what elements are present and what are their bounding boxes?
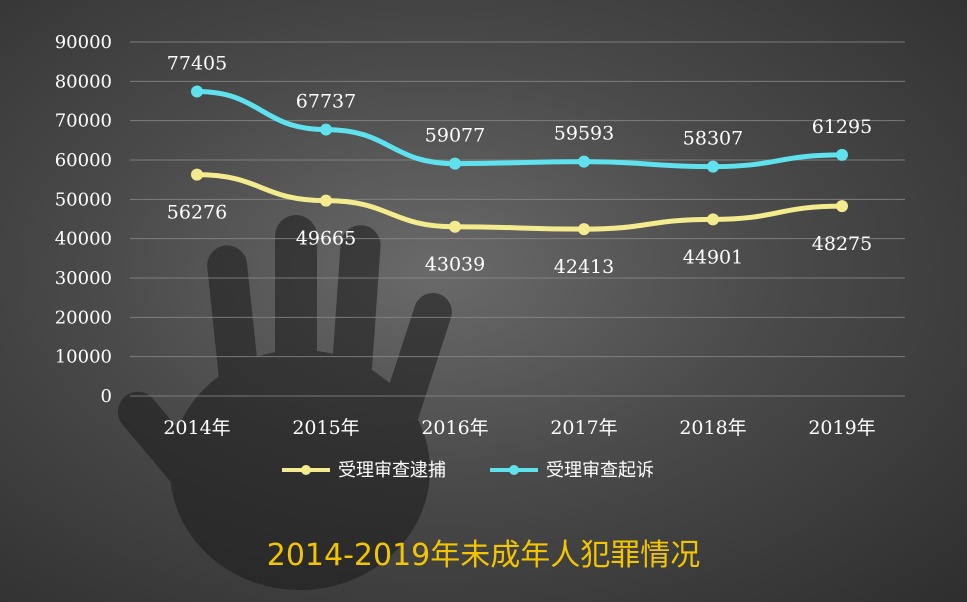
y-tick-label: 80000	[55, 71, 112, 92]
data-point	[707, 160, 719, 173]
data-label: 44901	[683, 246, 743, 268]
y-tick-label: 90000	[55, 32, 112, 53]
x-tick-label: 2016年	[421, 417, 488, 439]
data-label: 77405	[167, 53, 227, 75]
data-point	[836, 200, 848, 213]
y-tick-label: 20000	[55, 307, 112, 328]
data-point	[578, 223, 590, 236]
y-tick-label: 40000	[55, 229, 112, 250]
legend-label: 受理审查起诉	[546, 460, 654, 481]
data-label: 67737	[296, 91, 356, 113]
data-label: 56276	[167, 202, 227, 224]
data-point	[191, 85, 203, 98]
data-point	[449, 220, 461, 233]
x-tick-label: 2018年	[679, 417, 746, 439]
y-tick-label: 10000	[55, 347, 112, 368]
y-tick-label: 70000	[55, 111, 112, 132]
y-tick-label: 30000	[55, 268, 112, 289]
data-point	[578, 155, 590, 168]
data-point	[320, 194, 332, 207]
data-label: 48275	[812, 233, 872, 255]
data-label: 43039	[425, 254, 485, 276]
y-tick-label: 60000	[55, 150, 112, 171]
data-point	[320, 123, 332, 136]
data-label: 59077	[425, 125, 485, 147]
data-point	[707, 213, 719, 226]
data-point	[191, 168, 203, 181]
y-tick-label: 50000	[55, 189, 112, 210]
x-tick-label: 2015年	[292, 417, 359, 439]
y-tick-label: 0	[101, 386, 112, 407]
data-label: 61295	[812, 116, 872, 138]
data-label: 42413	[554, 256, 614, 278]
data-label: 49665	[296, 228, 356, 250]
data-label: 59593	[554, 123, 614, 145]
data-label: 58307	[683, 128, 743, 150]
series-line	[194, 89, 845, 170]
legend-swatch-marker	[509, 465, 519, 475]
data-point	[836, 148, 848, 161]
data-point	[449, 157, 461, 170]
legend-label: 受理审查逮捕	[338, 460, 446, 481]
legend-swatch-marker	[301, 465, 311, 475]
series-line	[194, 172, 845, 232]
x-tick-label: 2017年	[550, 417, 617, 439]
x-tick-label: 2014年	[163, 417, 230, 439]
x-tick-label: 2019年	[808, 417, 875, 439]
chart-title: 2014-2019年未成年人犯罪情况	[266, 538, 701, 573]
